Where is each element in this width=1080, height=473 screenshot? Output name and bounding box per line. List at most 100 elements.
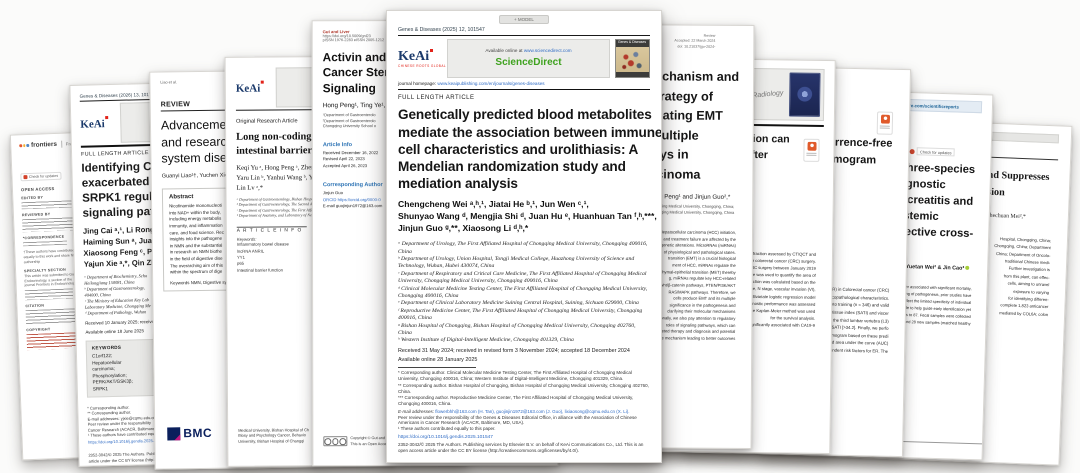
footnote-entry: ** Corresponding author. Bishan Hospital…	[398, 382, 649, 394]
cc-license-icon	[323, 436, 348, 447]
affiliation-entry: ᵈ Clinical Molecular Medicine Testing Ce…	[398, 285, 648, 299]
bmc-logo: BMC	[167, 426, 212, 441]
journal-homepage-line: journal homepage: www.keaipublishing.com…	[398, 81, 650, 86]
corresponding-author-footnotes: * Corresponding author. Clinical Molecul…	[398, 370, 650, 407]
keai-dot-icon	[261, 80, 265, 84]
crossmark-caption	[879, 127, 890, 130]
header-authors: Liao et al.	[160, 80, 177, 85]
title-line: mediation analysis	[398, 175, 518, 191]
footnote-rule	[398, 366, 476, 368]
affiliation-entry: ᶠ Reproductive Medicine Center, The Firs…	[398, 307, 643, 322]
rule	[236, 225, 307, 228]
title-line: Genetically predicted blood metabolites	[398, 107, 652, 123]
peer-review-note: Peer review under the responsibility of …	[398, 414, 637, 426]
edited-by-label: EDITED BY	[21, 195, 44, 201]
affiliation-entry: ᶜ Department of Respiratory and Critical…	[398, 270, 647, 285]
orcid-icon	[965, 266, 970, 271]
crossmark-caption	[806, 152, 817, 154]
open-access-label: OPEN ACCESS	[20, 186, 55, 193]
keai-dot-icon	[105, 116, 109, 120]
available-prefix: Available online at	[485, 48, 523, 54]
paper-center-genes-diseases: + MODEL Genes & Diseases (2025) 12, 1015…	[386, 10, 662, 463]
footnote-entry: *** Corresponding author. Reproductive M…	[398, 395, 634, 407]
available-online-line: Available online at www.sciencedirect.co…	[485, 48, 571, 53]
journal-banner: KeAi CHINESE ROOTS GLOBAL IMPACT Availab…	[398, 38, 650, 78]
check-for-updates-badge[interactable]: Check for updates	[20, 171, 62, 182]
journal-cover-thumbnail: Genes & Diseases	[615, 38, 650, 78]
keai-dot-icon	[430, 48, 434, 52]
author-line: Chengcheng Wei ᵃ,ʰ,¹, Jiatai He ᵇ,¹, Jun…	[398, 199, 589, 210]
author-list: Chengcheng Wei ᵃ,ʰ,¹, Jiatai He ᵇ,¹, Jun…	[398, 198, 657, 234]
rule	[398, 35, 650, 36]
crossmark-caption	[879, 125, 890, 127]
copyright-license-text: 2352-3042/© 2025 The Authors. Publishing…	[398, 442, 644, 454]
review-label-text: REVIEW	[160, 101, 191, 109]
frontiers-wordmark: frontiers	[30, 140, 58, 149]
keai-logo: KeAi	[236, 68, 272, 108]
keai-wordmark: KeAi	[80, 118, 105, 131]
cover-footer	[616, 71, 649, 77]
homepage-url-link[interactable]: www.keaipublishing.com/en/journals/genes…	[437, 80, 545, 86]
keai-tagline: CHINESE ROOTS GLOBAL IMPACT	[398, 63, 462, 68]
check-for-updates-badge[interactable]	[803, 138, 820, 162]
divider	[60, 140, 62, 148]
badge-label: Check for updates	[916, 147, 955, 157]
journal-issue-line: Genes & Diseases (2025) 12, 101547	[398, 27, 485, 33]
journal-script-logo: Radiology	[751, 89, 784, 100]
section-label: FULL LENGTH ARTICLE	[398, 95, 475, 102]
footnote-entry: * Corresponding author. Clinical Molecul…	[398, 370, 632, 382]
crossmark-icon	[806, 141, 817, 151]
title-line: Mendelian randomization study and	[398, 158, 626, 174]
footer-line: University, Bishan Hospital of Changqi	[238, 437, 305, 444]
article-title: Genetically predicted blood metabolites m…	[398, 106, 662, 192]
redacted-copyright	[26, 332, 80, 351]
email-links[interactable]: flowerbhh@163.com (H. Tan), guojinjin197…	[435, 408, 630, 414]
affiliation-entry: ʰ Western Institute of Digital-Intellige…	[398, 337, 574, 344]
email-addresses-line: E-mail addresses: flowerbhh@163.com (H. …	[398, 409, 650, 414]
affiliations: ᵃ Department of Urology, The First Affil…	[398, 241, 650, 345]
footer-affiliations: Medical University, Bishan Hospital of C…	[238, 427, 309, 444]
affiliation-entry: ᵃ Department of Urology, The First Affil…	[398, 241, 648, 255]
crossmark-caption	[806, 154, 817, 157]
reviewed-by-label: REVIEWED BY	[21, 212, 51, 218]
journal-cover-thumbnail	[788, 72, 821, 117]
affiliation-entry: ᵉ Department of Clinical Laboratory Medi…	[398, 300, 639, 307]
cover-art	[616, 46, 649, 72]
equal-contribution-note: ¹ These authors contributed equally to t…	[398, 426, 496, 432]
redacted-text	[22, 240, 68, 247]
crossmark-icon	[23, 175, 28, 180]
received-line: Received 31 May 2024; received in revise…	[398, 347, 630, 354]
redacted-citation	[25, 308, 79, 325]
model-tag: + MODEL	[499, 15, 549, 24]
sciencedirect-banner: Available online at www.sciencedirect.co…	[447, 38, 610, 78]
sciencedirect-url-link[interactable]: www.sciencedirect.com	[523, 48, 572, 54]
doi-link[interactable]: https://doi.org/10.1016/j.gendis.2025.10…	[398, 435, 493, 441]
keai-logo: KeAi CHINESE ROOTS GLOBAL IMPACT	[398, 39, 462, 78]
cover-title: Genes & Diseases	[616, 39, 649, 47]
keai-wordmark: KeAi	[398, 48, 430, 64]
available-online-line: Available online 28 January 2025	[398, 356, 478, 363]
crossmark-icon	[880, 114, 890, 124]
sciencedirect-logo[interactable]: ScienceDirect	[495, 57, 562, 69]
affiliation-entry: ᵍ Bishan Hospital of Chongqing, Bishan H…	[398, 322, 636, 337]
rule	[398, 88, 650, 91]
crossmark-icon	[909, 148, 916, 154]
keai-wordmark: KeAi	[235, 82, 261, 95]
keai-logo: KeAi	[80, 103, 117, 144]
check-for-updates-badge[interactable]	[876, 111, 894, 135]
author-line: Shunyao Wang ᵈ, Mengjia Shi ᵈ, Juan Hu ᵉ…	[398, 211, 657, 222]
author-line: Jinjun Guo ᵍ,**, Xiaosong Li ᵈ,ʰ,*	[398, 223, 529, 234]
redacted-dates	[24, 288, 74, 301]
badge-label: Check for updates	[28, 173, 59, 179]
bmc-wordmark: BMC	[183, 425, 213, 441]
email-label: E-mail addresses:	[398, 408, 435, 414]
homepage-label: journal homepage:	[398, 80, 437, 86]
redacted-text	[22, 217, 75, 233]
title-line: mediate the association between immune	[398, 124, 662, 140]
frontiers-logo-icon	[19, 144, 30, 148]
redacted-text	[21, 200, 72, 210]
affiliation-entry: ᵇ Department of Urology, Union Hospital,…	[398, 255, 635, 270]
title-line: cell characteristics and urolithiasis: A	[398, 141, 639, 157]
bmc-logo-icon	[167, 426, 181, 440]
